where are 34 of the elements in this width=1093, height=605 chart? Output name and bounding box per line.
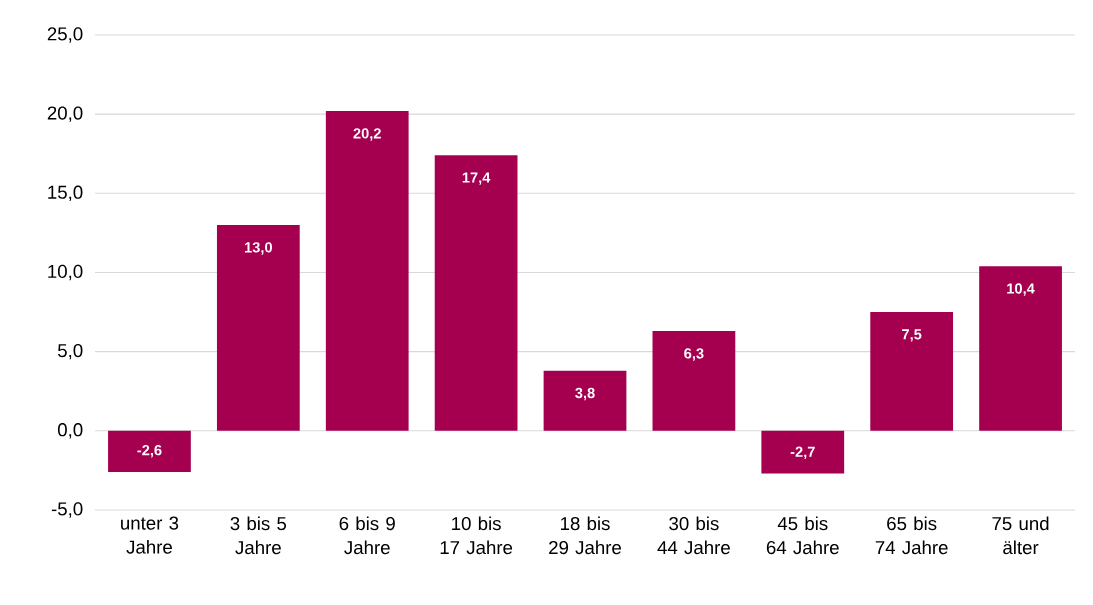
x-tick-label: 18 bis 29 Jahre <box>549 516 621 555</box>
bar <box>108 430 191 472</box>
x-tick-label: 65 bis 74 Jahre <box>875 516 948 555</box>
data-label: 17,4 <box>462 172 491 185</box>
y-tick-label: 15,0 <box>48 185 83 202</box>
bar <box>543 370 627 431</box>
data-label: 20,2 <box>353 128 381 141</box>
data-label: 3,8 <box>575 387 595 401</box>
data-label: 6,3 <box>684 348 704 361</box>
data-label: -2,7 <box>790 446 815 460</box>
bar <box>870 312 954 431</box>
bar <box>979 266 1062 431</box>
data-label: 13,0 <box>244 242 272 255</box>
y-tick-label: 25,0 <box>47 27 83 43</box>
x-tick-label: 10 bis 17 Jahre <box>440 516 513 555</box>
data-label: -2,6 <box>137 445 162 458</box>
y-tick-label: -5,0 <box>51 502 83 518</box>
bar <box>216 224 300 431</box>
x-tick-label: 45 bis 64 Jahre <box>766 516 839 555</box>
x-tick-label: 30 bis 44 Jahre <box>657 516 730 555</box>
x-tick-label: 75 und älter <box>992 516 1049 555</box>
y-tick-label: 10,0 <box>48 264 83 281</box>
y-tick-label: 20,0 <box>47 106 83 122</box>
bar <box>761 430 845 474</box>
y-tick-label: 0,0 <box>57 423 83 439</box>
bar <box>434 155 518 431</box>
data-label: 7,5 <box>902 329 922 342</box>
x-tick-label: 6 bis 9 Jahre <box>339 516 395 555</box>
bar <box>652 331 736 431</box>
data-label: 10,4 <box>1007 283 1035 296</box>
x-tick-label: 3 bis 5 Jahre <box>230 516 287 555</box>
bar <box>325 110 409 431</box>
y-tick-label: 5,0 <box>57 343 83 360</box>
x-tick-label: unter 3 Jahre <box>121 516 179 554</box>
